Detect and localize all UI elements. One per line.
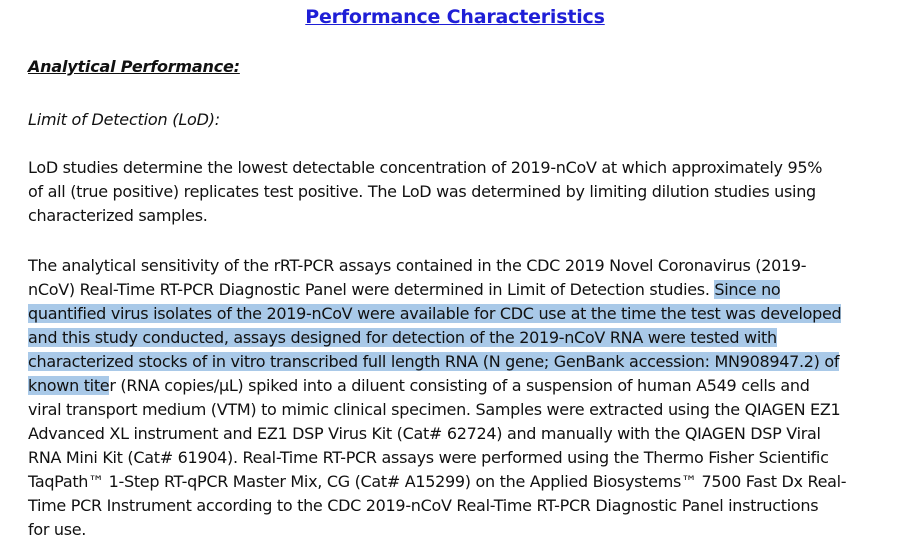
plain-text: nCoV) Real-Time RT-PCR Diagnostic Panel … <box>28 280 715 299</box>
paragraph-line: of all (true positive) replicates test p… <box>28 182 816 201</box>
page-title: Performance Characteristics <box>305 6 605 28</box>
sub-heading: Limit of Detection (LoD): <box>28 110 220 129</box>
paragraph-line: nCoV) Real-Time RT-PCR Diagnostic Panel … <box>28 278 903 302</box>
paragraph-line: viral transport medium (VTM) to mimic cl… <box>28 400 841 419</box>
paragraph-line: characterized stocks of in vitro transcr… <box>28 350 903 374</box>
selected-text[interactable]: quantified virus isolates of the 2019-nC… <box>28 304 842 323</box>
paragraph-line: characterized samples. <box>28 206 208 225</box>
selected-text[interactable]: and this study conducted, assays designe… <box>28 328 777 347</box>
paragraph-analytical-sensitivity[interactable]: The analytical sensitivity of the rRT-PC… <box>28 254 903 542</box>
paragraph-line: TaqPath™ 1-Step RT-qPCR Master Mix, CG (… <box>28 472 847 491</box>
selected-text[interactable]: Since no <box>714 280 781 299</box>
paragraph-line: and this study conducted, assays designe… <box>28 326 903 350</box>
section-heading: Analytical Performance: <box>28 57 240 76</box>
paragraph-line: LoD studies determine the lowest detecta… <box>28 158 823 177</box>
paragraph-line: Advanced XL instrument and EZ1 DSP Virus… <box>28 424 821 443</box>
paragraph-lod-definition: LoD studies determine the lowest detecta… <box>28 156 903 228</box>
paragraph-line: RNA Mini Kit (Cat# 61904). Real-Time RT-… <box>28 448 829 467</box>
paragraph-line: Time PCR Instrument according to the CDC… <box>28 496 819 515</box>
selected-text[interactable]: characterized stocks of in vitro transcr… <box>28 352 840 371</box>
paragraph-line: The analytical sensitivity of the rRT-PC… <box>28 256 807 275</box>
paragraph-line: for use. <box>28 520 87 539</box>
paragraph-line: known titer (RNA copies/μL) spiked into … <box>28 374 903 398</box>
paragraph-line: quantified virus isolates of the 2019-nC… <box>28 302 903 326</box>
plain-text: r (RNA copies/μL) spiked into a diluent … <box>109 376 810 395</box>
selected-text[interactable]: known tite <box>28 376 110 395</box>
